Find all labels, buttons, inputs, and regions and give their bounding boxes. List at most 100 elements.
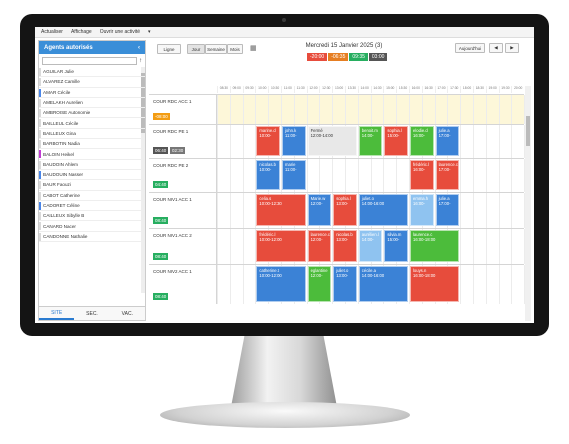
menu-display[interactable]: Affichage (70, 29, 92, 35)
today-button[interactable]: Aujourd'hui (455, 43, 485, 53)
shift-time: 11:00- (285, 167, 297, 173)
shift-block[interactable]: laurence.c 17:00- (435, 160, 460, 190)
hour-gridline (217, 159, 218, 192)
agent-list-item[interactable]: BAUR Faouzi (39, 180, 145, 191)
hour-gridline (396, 95, 398, 124)
shift-agent: eglantine (310, 268, 328, 273)
tab-vac[interactable]: VAC. (121, 310, 133, 317)
shift-block[interactable]: Fermé 12:00-14:00 (307, 126, 357, 156)
shift-agent: john.k (285, 128, 297, 133)
planning-row[interactable]: COUR RDC ACC 1 -08:00 (149, 94, 526, 124)
semaine-button[interactable]: Semaine (205, 44, 227, 54)
shift-block[interactable]: julie.a 17:00- (435, 194, 460, 226)
shift-block[interactable]: catherine.t 10:00-12:00 (256, 266, 306, 302)
hour-gridline (460, 193, 462, 228)
arrow-up-icon[interactable]: ↑ (139, 57, 142, 64)
shift-block[interactable]: john.k 11:00- (282, 126, 306, 156)
shift-block[interactable]: nicolas.b 13:00- (333, 230, 357, 262)
jour-button[interactable]: Jour (187, 44, 205, 54)
hour-label: 12:30 (319, 86, 332, 93)
shift-time: 17:00- (438, 167, 451, 173)
shift-block[interactable]: marie 11:00- (282, 160, 306, 190)
agent-list-item[interactable]: CAILLEUX Sibylle B (39, 211, 145, 222)
agent-list-item[interactable]: AMAR Cécile (39, 88, 145, 98)
agent-list-item[interactable]: BALOIN Heikel (39, 149, 145, 160)
shift-time: 15:00- (387, 133, 400, 139)
shift-block[interactable]: julie.a 17:00- (435, 126, 460, 156)
chip-covered: 09:35 (349, 53, 368, 61)
hour-label: 17:30 (447, 86, 460, 93)
hour-gridline (498, 159, 500, 192)
ligne-button[interactable]: Ligne (157, 44, 181, 54)
agent-list-item[interactable]: AGUILAR Julie (39, 67, 145, 78)
shift-block[interactable]: nicolas.b 10:00- (256, 160, 280, 190)
agent-color-bar (39, 191, 41, 200)
shift-block[interactable]: louys.n 16:00-18:00 (410, 266, 460, 302)
hour-gridline (383, 125, 385, 158)
agent-list-item[interactable]: AMELAKH Aurelien (39, 98, 145, 109)
hour-gridline (306, 95, 308, 124)
agent-search-input[interactable] (42, 56, 137, 65)
agent-list-item[interactable]: CADORET Céline (39, 201, 145, 212)
shift-block[interactable]: Marie.w 12:00- (307, 194, 332, 226)
shift-block[interactable]: celia.s 10:00-12:30 (256, 194, 306, 226)
sidebar-header: Agents autorisés ‹ (39, 41, 145, 54)
shift-block[interactable]: marine.d 10:00- (256, 126, 280, 156)
app-screen: Actualiser Affichage Ouvrir une activité… (35, 27, 534, 323)
shift-block[interactable]: frédéric.l 10:00-12:00 (256, 230, 306, 262)
agent-list-item[interactable]: BAUDOUIN Nasser (39, 170, 145, 181)
agent-name: CANARD Nacer (43, 223, 76, 229)
agent-list-item[interactable]: CANARD Nacer (39, 221, 145, 232)
webcam-dot (282, 18, 286, 22)
sidebar-tabs: SITE SEC. VAC. (39, 306, 145, 320)
shift-block[interactable]: juliet.o 14:00-16:00 (358, 194, 408, 226)
chevron-right-icon[interactable]: ▶ (505, 43, 519, 53)
shift-block[interactable]: juliet.o 13:00- (333, 266, 357, 302)
shift-block[interactable]: emma.h 16:00- (410, 194, 434, 226)
shift-block[interactable]: cécile.a 14:00-16:00 (358, 266, 408, 302)
agent-list-item[interactable]: AMBROISE Autonomie (39, 108, 145, 119)
hour-label: 09:00 (229, 86, 243, 93)
shift-agent: benoit.m (361, 128, 378, 133)
agent-list-item[interactable]: BAILLEUL Cécile (39, 118, 145, 129)
tab-site[interactable]: SITE (39, 307, 75, 320)
shift-block[interactable]: frédéric.l 16:00- (410, 160, 434, 190)
shift-block[interactable]: aurélien.l 14:00- (358, 230, 383, 262)
hour-gridline (498, 229, 500, 264)
mois-button[interactable]: Mois (227, 44, 243, 54)
chevron-left-icon[interactable]: ◀ (489, 43, 503, 53)
agent-list-item[interactable]: BARBOTIN Nadia (39, 139, 145, 150)
shift-block[interactable]: elodie.d 16:00- (410, 126, 434, 156)
planning-row[interactable]: COUR RDC PE 2 04:40 (149, 158, 526, 192)
calendar-icon[interactable]: ▦ (250, 45, 257, 52)
agent-list-item[interactable]: ALVAREZ Camille (39, 77, 145, 88)
hour-gridline (511, 159, 513, 192)
chevron-down-icon[interactable]: ▾ (148, 29, 151, 35)
menu-open-activity[interactable]: Ouvrir une activité (99, 29, 141, 35)
agent-color-bar (39, 232, 41, 241)
agent-list-item[interactable]: CANDONNE Nathalie (39, 232, 145, 243)
tab-sec[interactable]: SEC. (86, 310, 98, 317)
hour-gridline (306, 193, 308, 228)
hour-gridline (409, 193, 410, 228)
hour-gridline (421, 95, 423, 124)
agent-list-item[interactable]: BAILLEUX Gina (39, 129, 145, 140)
hour-gridline (229, 193, 231, 228)
shift-block[interactable]: laurence.c 16:00-18:00 (410, 230, 460, 262)
agent-name: AMAR Cécile (43, 89, 71, 95)
shift-block[interactable]: laurence.c 12:00- (307, 230, 332, 262)
hour-gridline (370, 95, 372, 124)
agent-list-item[interactable]: BAUDOIN Ahlem (39, 160, 145, 170)
chevron-left-icon[interactable]: ‹ (138, 44, 140, 51)
shift-block[interactable]: silvia.m 15:00- (384, 230, 408, 262)
agent-list-item[interactable]: CABOT Catherine (39, 191, 145, 201)
shift-block[interactable]: sophia.l 13:00- (333, 194, 357, 226)
shift-block[interactable]: benoit.m 14:00- (358, 126, 383, 156)
hour-gridline (306, 125, 308, 158)
grid-scrollbar[interactable] (525, 86, 531, 321)
menu-refresh[interactable]: Actualiser (41, 29, 63, 35)
shift-block[interactable]: eglantine 12:00- (307, 266, 332, 302)
shift-block[interactable]: sophia.l 15:00- (384, 126, 408, 156)
sidebar-scroll-thumb[interactable] (141, 73, 145, 133)
grid-scroll-thumb[interactable] (526, 116, 530, 146)
